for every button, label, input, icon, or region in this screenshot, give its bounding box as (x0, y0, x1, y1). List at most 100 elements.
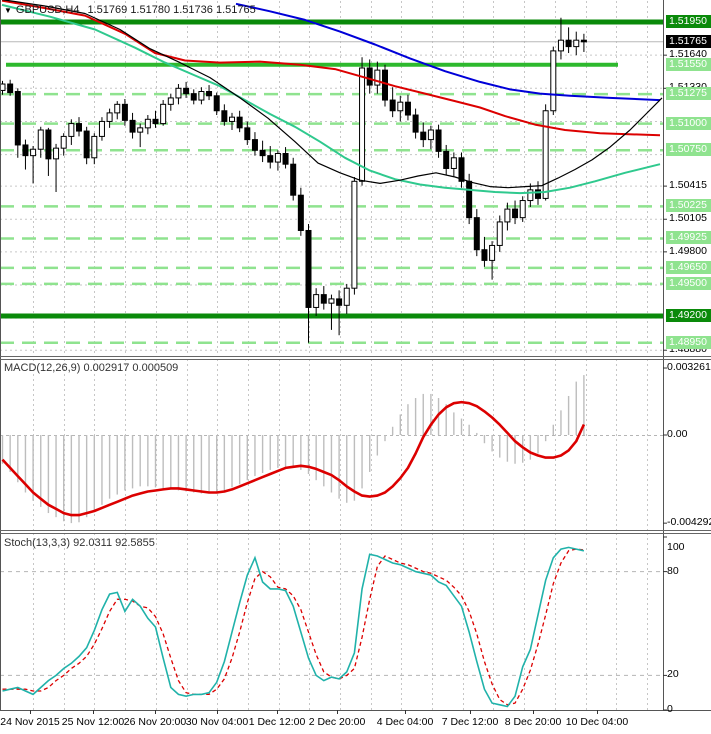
stoch-axis-label: 100 (667, 541, 685, 553)
candle-body (427, 129, 434, 141)
stoch-k-line (2, 546, 585, 708)
macd-indicator-label: MACD(12,26,9) 0.002917 0.000509 (4, 362, 178, 374)
candle-body (504, 208, 511, 223)
candle-body (351, 180, 358, 289)
candle-body (274, 153, 281, 163)
macd-name: MACD(12,26,9) (4, 362, 81, 374)
candle-body (297, 194, 304, 231)
macd-panel[interactable] (0, 359, 663, 530)
candle-body (60, 135, 67, 149)
candle-body (83, 130, 90, 159)
candle-body (114, 103, 121, 114)
candle-body (183, 87, 190, 95)
candle-body (282, 153, 289, 165)
price-level-label: 1.51000 (666, 117, 711, 130)
candle-body (336, 298, 343, 306)
candle-body (221, 110, 228, 122)
stoch-d-line (2, 548, 584, 706)
candle-body (91, 135, 98, 159)
candle-body (466, 180, 473, 219)
time-axis-label: 30 Nov 04:00 (185, 716, 249, 728)
price-label: 1.51640 (669, 48, 707, 60)
candle-body (580, 39, 587, 43)
candle-body (106, 112, 113, 122)
candle-body (366, 67, 373, 86)
price-level-label: 1.51275 (666, 87, 711, 100)
candle-body (98, 120, 105, 137)
candle-body (30, 148, 37, 157)
candle-body (53, 147, 60, 160)
candle-body (343, 287, 350, 306)
candle-body (313, 294, 320, 308)
ohlc-values: 1.51769 1.51780 1.51736 1.51765 (87, 4, 256, 16)
time-axis-label: 25 Nov 12:00 (61, 716, 125, 728)
candle-body (167, 97, 174, 105)
stochastic-panel[interactable] (0, 533, 663, 710)
candle-body (550, 50, 557, 112)
price-level-label: 1.51550 (666, 58, 711, 71)
candle-body (76, 123, 82, 132)
candle-body (236, 116, 243, 129)
candle-body (320, 294, 327, 304)
price-level-label: 1.50750 (666, 143, 711, 156)
candle-body (359, 67, 366, 182)
price-label: 1.50415 (669, 179, 707, 191)
candle-body (512, 208, 519, 219)
price-level-label: 1.48950 (666, 336, 711, 349)
candle-body (152, 118, 159, 125)
moving-average-black (1, 0, 663, 189)
candle-body (251, 139, 258, 151)
candle-body (68, 123, 75, 137)
candle-body (397, 101, 404, 112)
candle-body (14, 91, 21, 146)
candle-body (527, 189, 534, 202)
macd-axis-label: 0.00 (667, 428, 688, 440)
candle-body (137, 127, 144, 133)
candle-body (573, 39, 580, 48)
candle-body (290, 163, 297, 196)
candle-body (542, 110, 549, 199)
candle-body (481, 249, 488, 261)
candle-body (404, 101, 411, 116)
candle-body (420, 131, 427, 141)
stoch-values: 92.0311 92.5855 (73, 537, 155, 549)
time-axis-label: 4 Dec 04:00 (376, 716, 434, 728)
candle-body (244, 127, 251, 141)
moving-average-green (1, 3, 661, 195)
candle-body (0, 83, 6, 91)
moving-average-blue (235, 2, 661, 102)
macd-signal-line (1, 400, 586, 517)
candle-body (144, 118, 151, 129)
candle-body (160, 103, 167, 125)
price-level-label: 1.49650 (666, 261, 711, 274)
candle-body (190, 93, 197, 101)
time-axis-label: 26 Nov 20:00 (123, 716, 187, 728)
candle-body (389, 99, 396, 112)
candle-body (412, 114, 419, 133)
main-price-panel[interactable] (0, 0, 663, 356)
candle-body (45, 129, 52, 160)
time-axis-label: 8 Dec 20:00 (504, 716, 562, 728)
macd-values: 0.002917 0.000509 (83, 362, 179, 374)
candle-body (382, 69, 388, 101)
candle-body (213, 95, 220, 112)
price-level-label: 1.49500 (666, 277, 711, 290)
time-axis-label: 1 Dec 12:00 (248, 716, 306, 728)
candle-body (22, 144, 29, 157)
candle-body (175, 87, 182, 99)
stoch-axis-label: 0 (667, 703, 673, 715)
candle-body (229, 116, 235, 122)
candle-body (259, 149, 266, 157)
moving-average-red (1, 0, 661, 137)
price-label: 1.49800 (669, 245, 707, 257)
candle-body (473, 217, 480, 251)
macd-axis-label: -0.004292 (667, 516, 711, 528)
current-price-label: 1.51765 (666, 35, 711, 48)
candle-body (37, 129, 44, 150)
candle-body (535, 189, 541, 199)
candle-body (450, 157, 457, 169)
candle-body (7, 83, 14, 94)
symbol-dropdown-icon[interactable]: ▼ (4, 6, 12, 15)
candle-body (443, 150, 450, 169)
